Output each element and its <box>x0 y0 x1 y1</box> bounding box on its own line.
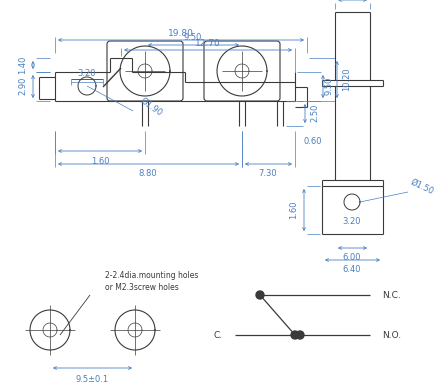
Text: 19.80: 19.80 <box>168 29 194 37</box>
Text: 10.20: 10.20 <box>342 67 352 91</box>
Text: 6.40: 6.40 <box>343 265 361 275</box>
Text: Ø1.50: Ø1.50 <box>409 178 434 196</box>
Text: 9.5±0.1: 9.5±0.1 <box>76 376 108 382</box>
Text: 2.90: 2.90 <box>19 77 27 95</box>
Text: 7.30: 7.30 <box>259 170 277 178</box>
Text: 3.20: 3.20 <box>343 217 361 227</box>
Circle shape <box>256 291 264 299</box>
Text: 1.40: 1.40 <box>19 56 27 74</box>
Text: 2.50: 2.50 <box>310 104 319 122</box>
Text: 6.00: 6.00 <box>343 254 361 262</box>
Text: 9.50: 9.50 <box>325 77 333 95</box>
Text: N.O.: N.O. <box>382 330 401 340</box>
Text: 1.60: 1.60 <box>289 201 299 219</box>
Text: N.C.: N.C. <box>382 290 401 299</box>
Text: or M2.3screw holes: or M2.3screw holes <box>105 283 179 293</box>
Text: 3.20: 3.20 <box>78 70 96 78</box>
Text: 12.70: 12.70 <box>195 39 221 47</box>
Text: 2-2.4dia.mounting holes: 2-2.4dia.mounting holes <box>105 270 198 280</box>
Text: 1.60: 1.60 <box>91 157 109 165</box>
Circle shape <box>291 331 299 339</box>
Text: Ø1.90: Ø1.90 <box>138 96 164 118</box>
Text: 9.50: 9.50 <box>184 32 202 42</box>
Text: C.: C. <box>214 330 223 340</box>
Circle shape <box>296 331 304 339</box>
Text: 8.80: 8.80 <box>139 170 157 178</box>
Text: 0.60: 0.60 <box>304 136 322 146</box>
